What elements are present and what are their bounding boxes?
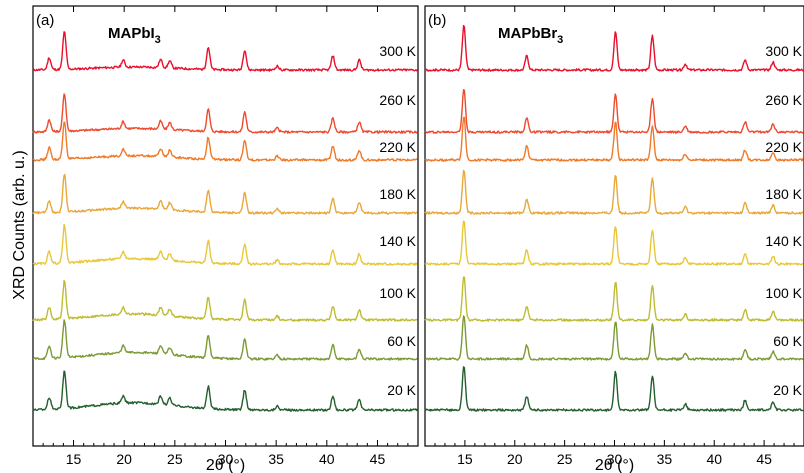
x-tick-label: 15 xyxy=(457,451,473,467)
trace-60k xyxy=(425,315,804,361)
plot-frame xyxy=(32,5,419,447)
trace-300k xyxy=(32,31,418,72)
x-tick-label: 45 xyxy=(370,451,386,467)
x-tick-label: 35 xyxy=(657,451,673,467)
trace-180k xyxy=(32,173,418,215)
y-axis-title: XRD Counts (arb. u.) xyxy=(11,150,28,299)
panel-label: (a) xyxy=(36,12,54,29)
trace-60k xyxy=(33,319,418,361)
temperature-label: 100 K xyxy=(765,285,802,301)
temperature-label: 180 K xyxy=(379,186,416,202)
x-tick-label: 25 xyxy=(167,451,183,467)
x-tick-label: 45 xyxy=(756,451,772,467)
temperature-label: 100 K xyxy=(379,285,416,301)
trace-20k xyxy=(32,370,418,412)
temperature-label: 260 K xyxy=(765,92,802,108)
temperature-label: 220 K xyxy=(379,139,416,155)
x-tick-label: 30 xyxy=(218,451,234,467)
x-tick-label: 15 xyxy=(66,451,82,467)
panel-title-subscript: 3 xyxy=(557,34,563,46)
trace-100k xyxy=(32,279,418,322)
temperature-label: 20 K xyxy=(387,382,416,398)
temperature-label: 300 K xyxy=(379,43,416,59)
x-tick-label: 20 xyxy=(116,451,132,467)
x-axis-title: 2θ (°) xyxy=(595,457,634,473)
panel-title-subscript: 3 xyxy=(155,34,161,46)
trace-20k xyxy=(424,366,804,412)
temperature-label: 140 K xyxy=(765,233,802,249)
x-tick-label: 25 xyxy=(557,451,573,467)
temperature-label: 20 K xyxy=(773,382,802,398)
x-axis-title: 2θ (°) xyxy=(206,457,245,473)
trace-140k xyxy=(424,220,804,266)
trace-300k xyxy=(424,24,804,72)
x-tick-label: 30 xyxy=(607,451,623,467)
temperature-label: 180 K xyxy=(765,186,802,202)
x-tick-label: 40 xyxy=(706,451,722,467)
panel-b: 15 20 25 30 35 40 45 2θ (°) (b) MAPbBr3 300 K 260 K… xyxy=(424,5,804,473)
temperature-label: 260 K xyxy=(379,92,416,108)
x-tick-label: 20 xyxy=(507,451,523,467)
panel-title: MAPbBr3 xyxy=(498,25,563,46)
temperature-label: 300 K xyxy=(765,43,802,59)
temperature-label: 220 K xyxy=(765,139,802,155)
trace-180k xyxy=(424,169,804,215)
x-tick-label: 40 xyxy=(319,451,335,467)
trace-100k xyxy=(424,276,804,322)
panel-title: MAPbI3 xyxy=(108,25,161,46)
panel-a: 15 20 25 30 35 40 45 2θ (°) (a) MAPbI3 300 K 260 K 2… xyxy=(32,5,419,473)
temperature-label: 140 K xyxy=(379,233,416,249)
x-tick-label: 35 xyxy=(268,451,284,467)
trace-260k xyxy=(32,93,418,134)
temperature-label: 60 K xyxy=(773,333,802,349)
trace-220k xyxy=(32,121,418,162)
trace-220k xyxy=(424,116,804,162)
trace-140k xyxy=(32,223,418,266)
temperature-label: 60 K xyxy=(387,333,416,349)
trace-260k xyxy=(424,89,804,134)
panel-label: (b) xyxy=(428,12,446,29)
